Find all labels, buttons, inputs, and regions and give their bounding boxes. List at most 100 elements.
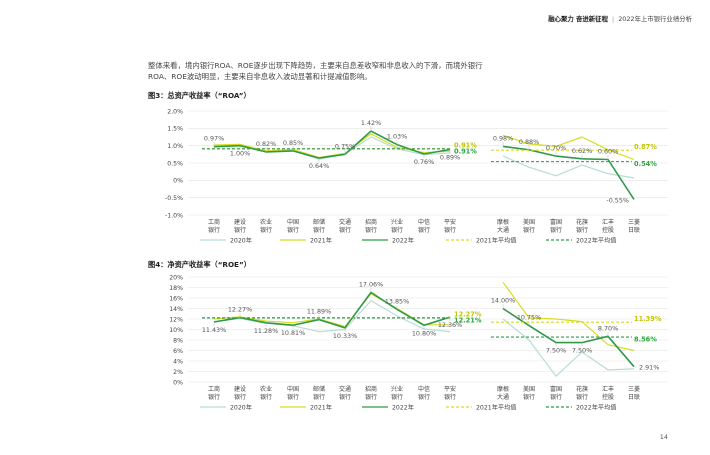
roa-x-tick-label-top: 中信 xyxy=(418,218,430,226)
roe-legend-label: 2022年 xyxy=(392,403,414,411)
roa-x-tick-label-bottom: 银行 xyxy=(287,226,299,234)
roe-x-tick-label-top: 邮储 xyxy=(313,385,325,393)
roe-avg2022-label: 12.21% xyxy=(454,316,482,324)
roe-data-label: 12.27% xyxy=(228,306,252,314)
roa-x-tick-label-top: 农业 xyxy=(260,218,272,226)
roa-data-label: 0.70% xyxy=(546,144,566,152)
roa-x-tick-label-bottom: 银行 xyxy=(550,226,562,234)
roe-series-2020-line xyxy=(502,318,635,377)
roe-x-tick-label-top: 三菱 xyxy=(628,385,640,393)
roa-x-tick-label-bottom: 日联 xyxy=(628,226,640,234)
roa-x-tick-label-top: 工商 xyxy=(208,218,220,226)
roe-y-tick-label: 4% xyxy=(173,358,183,365)
roe-y-tick-label: 20% xyxy=(169,274,183,281)
page-number: 14 xyxy=(659,433,668,441)
roe-legend-label: 2021年平均值 xyxy=(476,403,517,411)
roe-data-label: 8.70% xyxy=(598,324,618,332)
roe-data-label: 2.91% xyxy=(639,364,659,372)
roe-x-tick-label-top: 招商 xyxy=(365,385,377,393)
roe-x-tick-label-top: 中信 xyxy=(418,385,430,393)
roe-avg2022-label: 8.56% xyxy=(634,336,657,344)
roa-x-tick-label-bottom: 银行 xyxy=(260,226,272,234)
roa-data-label: 0.62% xyxy=(572,147,592,155)
roa-x-tick-label-top: 交通 xyxy=(339,218,351,226)
roe-data-label: 14.00% xyxy=(491,297,515,305)
roe-data-label: 11.89% xyxy=(307,308,331,316)
roe-x-tick-label-top: 平安 xyxy=(444,385,456,393)
roe-x-tick-label-bottom: 银行 xyxy=(208,393,220,401)
roa-data-label: 0.60% xyxy=(598,148,618,156)
roa-x-tick-label-bottom: 银行 xyxy=(339,226,351,234)
roa-x-tick-label-top: 邮储 xyxy=(313,218,325,226)
roa-x-tick-label-bottom: 银行 xyxy=(576,226,588,234)
roa-data-label: -0.55% xyxy=(606,196,629,204)
roe-x-tick-label-bottom: 银行 xyxy=(365,393,377,401)
roe-series-2021-line xyxy=(502,281,635,352)
roe-y-tick-label: 8% xyxy=(173,337,183,344)
roe-x-tick-label-bottom: 银行 xyxy=(576,393,588,401)
roe-data-label: 11.43% xyxy=(202,326,226,334)
roe-avg2021-label: 11.39% xyxy=(634,315,662,323)
roa-x-tick-label-top: 建设 xyxy=(234,218,246,226)
roa-x-tick-label-top: 美国 xyxy=(523,218,535,226)
roe-line-chart: 20%18%16%14%12%10%8%6%4%2%0%工商银行建设银行农业银行… xyxy=(169,274,668,411)
roa-series-2020-line xyxy=(502,155,635,179)
roe-x-tick-label-top: 美国 xyxy=(523,385,535,393)
roe-x-tick-label-bottom: 银行 xyxy=(444,393,456,401)
roe-data-label: 7.50% xyxy=(546,347,566,355)
roa-x-tick-label-bottom: 银行 xyxy=(313,226,325,234)
roa-x-tick-label-top: 招商 xyxy=(365,218,377,226)
roa-x-tick-label-top: 中国 xyxy=(287,218,299,226)
roa-data-label: 1.03% xyxy=(387,133,407,141)
roa-x-tick-label-bottom: 银行 xyxy=(234,226,246,234)
roe-x-tick-label-bottom: 银行 xyxy=(550,393,562,401)
roe-x-tick-label-top: 摩根 xyxy=(497,385,509,393)
roa-x-tick-label-bottom: 大通 xyxy=(497,226,509,234)
roa-x-tick-label-top: 富国 xyxy=(550,218,562,226)
roa-legend-label: 2022年 xyxy=(392,236,414,244)
roa-x-tick-label-top: 摩根 xyxy=(497,218,509,226)
roe-x-tick-label-top: 富国 xyxy=(550,385,562,393)
roe-y-tick-label: 16% xyxy=(169,295,183,302)
intro-paragraph: 整体来看，境内银行ROA、ROE逐步出现下降趋势，主要来自息差收窄和非息收入的下… xyxy=(148,60,688,82)
figure-4-title: 图4：净资产收益率（“ROE”） xyxy=(148,260,251,269)
roe-y-tick-label: 6% xyxy=(173,348,183,355)
roa-x-tick-label-top: 三菱 xyxy=(628,218,640,226)
roe-x-tick-label-bottom: 银行 xyxy=(418,393,430,401)
roe-data-label: 10.80% xyxy=(412,329,436,337)
roe-x-tick-label-top: 花旗 xyxy=(576,385,588,393)
roe-data-label: 10.75% xyxy=(517,314,541,322)
roe-y-tick-label: 2% xyxy=(173,369,183,376)
roe-legend-label: 2021年 xyxy=(310,403,332,411)
roe-x-tick-label-bottom: 控股 xyxy=(602,393,614,401)
roa-y-tick-label: 1.0% xyxy=(167,143,183,150)
roa-y-tick-label: -0.5% xyxy=(165,195,183,202)
roe-y-tick-label: 12% xyxy=(169,316,183,323)
roe-data-label: 10.33% xyxy=(333,332,357,340)
roa-y-tick-label: 0.5% xyxy=(167,160,183,167)
roe-x-tick-label-top: 工商 xyxy=(208,385,220,393)
roe-x-tick-label-bottom: 银行 xyxy=(339,393,351,401)
roa-legend-label: 2022年平均值 xyxy=(576,236,617,244)
roa-data-label: 0.76% xyxy=(414,158,434,166)
roa-data-label: 0.75% xyxy=(335,142,355,150)
roa-x-tick-label-top: 汇丰 xyxy=(602,218,614,226)
running-header: 融心聚力 奋进新征程 | 2022年上市银行业绩分析 xyxy=(548,14,692,23)
roa-avg2021-label: 0.87% xyxy=(634,143,657,151)
roe-y-tick-label: 14% xyxy=(169,306,183,313)
roe-x-tick-label-top: 兴业 xyxy=(391,385,403,393)
roe-y-tick-label: 18% xyxy=(169,285,183,292)
roa-x-tick-label-bottom: 银行 xyxy=(365,226,377,234)
roa-x-tick-label-bottom: 银行 xyxy=(418,226,430,234)
roa-data-label: 1.00% xyxy=(230,150,250,158)
roa-x-tick-label-top: 平安 xyxy=(444,218,456,226)
roa-data-label: 1.42% xyxy=(361,119,381,127)
roa-avg2021-label: 0.91% xyxy=(454,142,477,150)
roe-x-tick-label-bottom: 大通 xyxy=(497,393,509,401)
roa-y-tick-label: -1.0% xyxy=(165,212,183,219)
roa-series-2022-line xyxy=(502,145,635,200)
roa-series-2021-line xyxy=(502,134,635,161)
roa-x-tick-label-bottom: 控股 xyxy=(602,226,614,234)
roa-data-label: 0.89% xyxy=(440,153,460,161)
roa-y-tick-label: 2.0% xyxy=(167,108,183,115)
